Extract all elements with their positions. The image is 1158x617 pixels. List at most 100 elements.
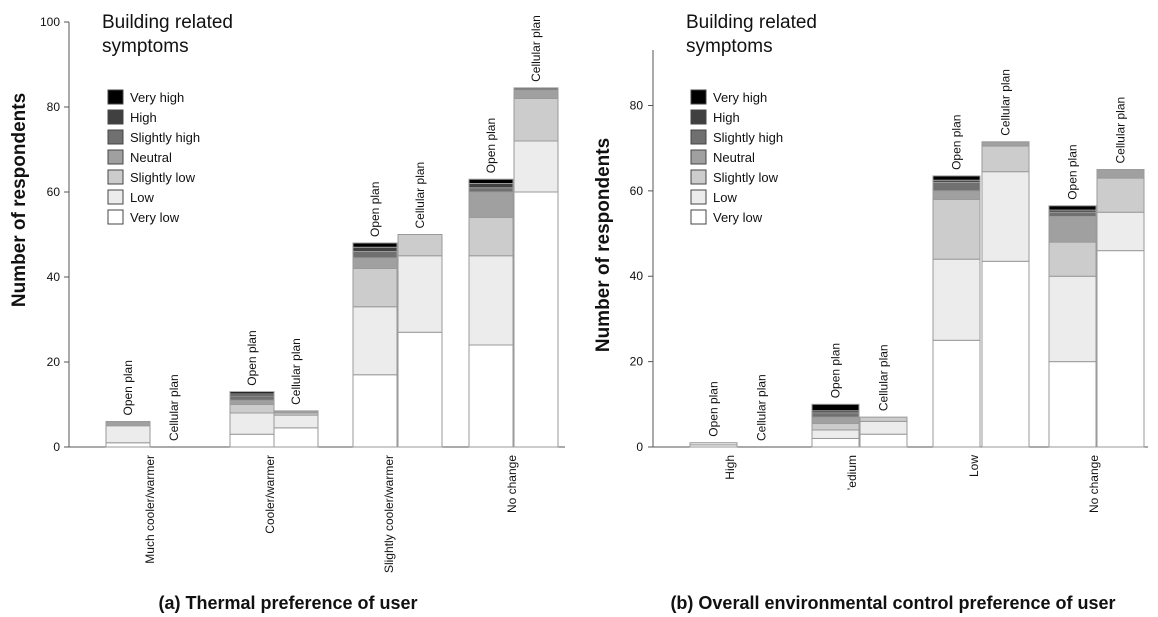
bar-label-open-plan: Open plan: [484, 118, 498, 173]
bar-segment-neutral: [105, 421, 151, 427]
legend-entry: Slightly high: [130, 130, 200, 145]
bar-segment-slightly-low: [468, 217, 514, 257]
chart-title-line1: Building related: [686, 12, 817, 33]
bar-segment-slightly-low: [229, 404, 275, 414]
legend-swatch: [107, 89, 124, 105]
legend-swatch: [107, 189, 124, 205]
legend-swatch: [690, 169, 707, 185]
legend-entry: High: [130, 110, 157, 125]
bar-label-open-plan: Open plan: [707, 381, 721, 436]
bar-segment-neutral: [932, 190, 981, 200]
y-tick-label: 20: [630, 355, 644, 369]
legend-swatch: [690, 109, 707, 125]
bar-segment-slightly-high: [229, 395, 275, 401]
bar-segment-low: [273, 414, 319, 429]
bar-segment-low: [981, 171, 1030, 262]
y-tick-label: 40: [47, 270, 61, 284]
bar-segment-slightly-low: [513, 98, 559, 142]
bar-label-cellular-plan: Cellular plan: [289, 338, 303, 405]
bar-segment-low: [397, 255, 443, 333]
bar-segment-slightly-high: [811, 412, 860, 418]
legend-entry: Slightly low: [130, 170, 196, 185]
y-tick-label: 80: [630, 98, 644, 112]
x-category-label: Slightly cooler/warmer: [382, 455, 396, 573]
bar-segment-slightly-high: [352, 251, 398, 259]
bar-segment-slightly-low: [1048, 241, 1097, 277]
bar-segment-neutral: [273, 410, 319, 414]
legend-swatch: [107, 209, 124, 225]
x-category-label: Cooler/warmer: [263, 455, 277, 534]
y-tick-label: 60: [47, 185, 61, 199]
bar-segment-low: [811, 429, 860, 439]
bar-segment-slightly-low: [811, 423, 860, 431]
bar-segment-very-high: [229, 391, 275, 395]
bar-segment-very-high: [468, 178, 514, 184]
chart-title-line2: symptoms: [102, 36, 189, 57]
bar-segment-very-low: [273, 427, 319, 448]
legend-swatch: [107, 109, 124, 125]
bar-segment-low: [932, 258, 981, 341]
legend-entry: Very high: [713, 90, 767, 105]
legend-entry: Very high: [130, 90, 184, 105]
bar-label-cellular-plan: Cellular plan: [529, 15, 543, 82]
bar-segment-low: [468, 255, 514, 346]
y-tick-label: 60: [630, 184, 644, 198]
bar-segment-slightly-high: [932, 181, 981, 192]
chart-title-line1: Building related: [102, 12, 233, 33]
bar-label-open-plan: Open plan: [829, 343, 843, 398]
legend-swatch: [107, 169, 124, 185]
x-category-label: No change: [505, 455, 519, 513]
x-category-label: Much cooler/warmer: [143, 455, 157, 564]
bar-label-open-plan: Open plan: [245, 330, 259, 385]
legend-entry: Very low: [713, 210, 763, 225]
legend-swatch: [690, 89, 707, 105]
bar-segment-very-high: [811, 403, 860, 412]
bar-label-cellular-plan: Cellular plan: [1114, 97, 1128, 164]
y-tick-label: 20: [47, 355, 61, 369]
bar-segment-low: [229, 412, 275, 435]
bar-segment-low: [105, 425, 151, 444]
legend-swatch: [107, 129, 124, 145]
panel-environmental-control-preference: Building related symptoms Number of resp…: [593, 12, 1148, 613]
bar-segment-very-high: [932, 175, 981, 181]
bar-segment-neutral: [352, 257, 398, 269]
bar-segment-slightly-low: [352, 268, 398, 308]
bar-label-open-plan: Open plan: [121, 360, 135, 415]
bar-segment-very-low: [981, 260, 1030, 448]
legend-entry: Low: [130, 190, 154, 205]
bar-label-cellular-plan: Cellular plan: [167, 374, 181, 441]
legend-swatch: [690, 189, 707, 205]
bar-segment-very-low: [105, 442, 151, 448]
bar-label-cellular-plan: Cellular plan: [999, 69, 1013, 136]
x-category-label: ’edium: [845, 455, 859, 490]
bar-segment-neutral: [229, 399, 275, 405]
bar-segment-neutral: [981, 141, 1030, 147]
bar-segment-very-low: [513, 191, 559, 448]
legend-entry: High: [713, 110, 740, 125]
bar-segment-low: [352, 306, 398, 376]
bar-segment-high: [468, 183, 514, 189]
panel-thermal-preference: Building related symptoms Number of resp…: [9, 12, 565, 613]
legend-entry: Neutral: [130, 150, 172, 165]
bar-segment-neutral: [513, 89, 559, 99]
bar-segment-very-low: [811, 437, 860, 448]
bar-segment-very-low: [397, 331, 443, 448]
bar-segment-slightly-high: [1048, 211, 1097, 217]
bar-segment-low: [859, 420, 908, 435]
bar-segment-very-low: [1048, 361, 1097, 448]
x-category-label: Low: [967, 455, 981, 477]
bar-segment-slightly-high: [513, 87, 559, 91]
y-tick-label: 0: [53, 440, 60, 454]
x-category-label: High: [723, 455, 737, 480]
bar-segment-neutral: [1096, 169, 1145, 179]
panel-caption: (b) Overall environmental control prefer…: [670, 593, 1115, 613]
bar-segment-very-low: [352, 374, 398, 448]
chart-title-line2: symptoms: [686, 36, 773, 57]
bar-segment-very-low: [468, 344, 514, 448]
bar-segment-slightly-low: [397, 234, 443, 257]
bar-segment-very-low: [1096, 250, 1145, 448]
bar-segment-very-high: [1048, 205, 1097, 211]
y-axis-label: Number of respondents: [593, 138, 614, 352]
bar-label-cellular-plan: Cellular plan: [877, 344, 891, 411]
